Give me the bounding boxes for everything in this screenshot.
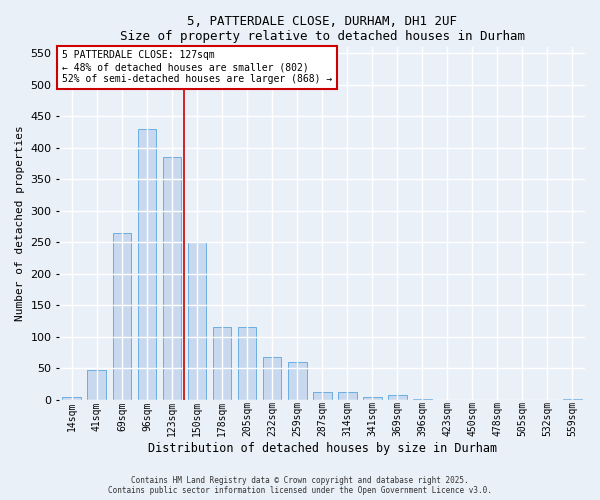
Y-axis label: Number of detached properties: Number of detached properties — [15, 126, 25, 322]
Bar — [288, 362, 307, 400]
Bar — [338, 392, 356, 400]
Text: Contains HM Land Registry data © Crown copyright and database right 2025.
Contai: Contains HM Land Registry data © Crown c… — [108, 476, 492, 495]
Bar — [113, 233, 131, 400]
Title: 5, PATTERDALE CLOSE, DURHAM, DH1 2UF
Size of property relative to detached house: 5, PATTERDALE CLOSE, DURHAM, DH1 2UF Siz… — [119, 15, 524, 43]
Bar — [212, 326, 232, 400]
Bar — [363, 396, 382, 400]
Bar — [62, 398, 81, 400]
Bar — [137, 129, 157, 400]
Text: 5 PATTERDALE CLOSE: 127sqm
← 48% of detached houses are smaller (802)
52% of sem: 5 PATTERDALE CLOSE: 127sqm ← 48% of deta… — [62, 50, 332, 84]
Bar — [88, 370, 106, 400]
Bar — [163, 157, 181, 400]
Bar — [563, 398, 582, 400]
Bar — [238, 326, 256, 400]
X-axis label: Distribution of detached houses by size in Durham: Distribution of detached houses by size … — [148, 442, 497, 455]
Bar — [263, 357, 281, 400]
Bar — [188, 242, 206, 400]
Bar — [413, 398, 431, 400]
Bar — [313, 392, 332, 400]
Bar — [388, 396, 407, 400]
